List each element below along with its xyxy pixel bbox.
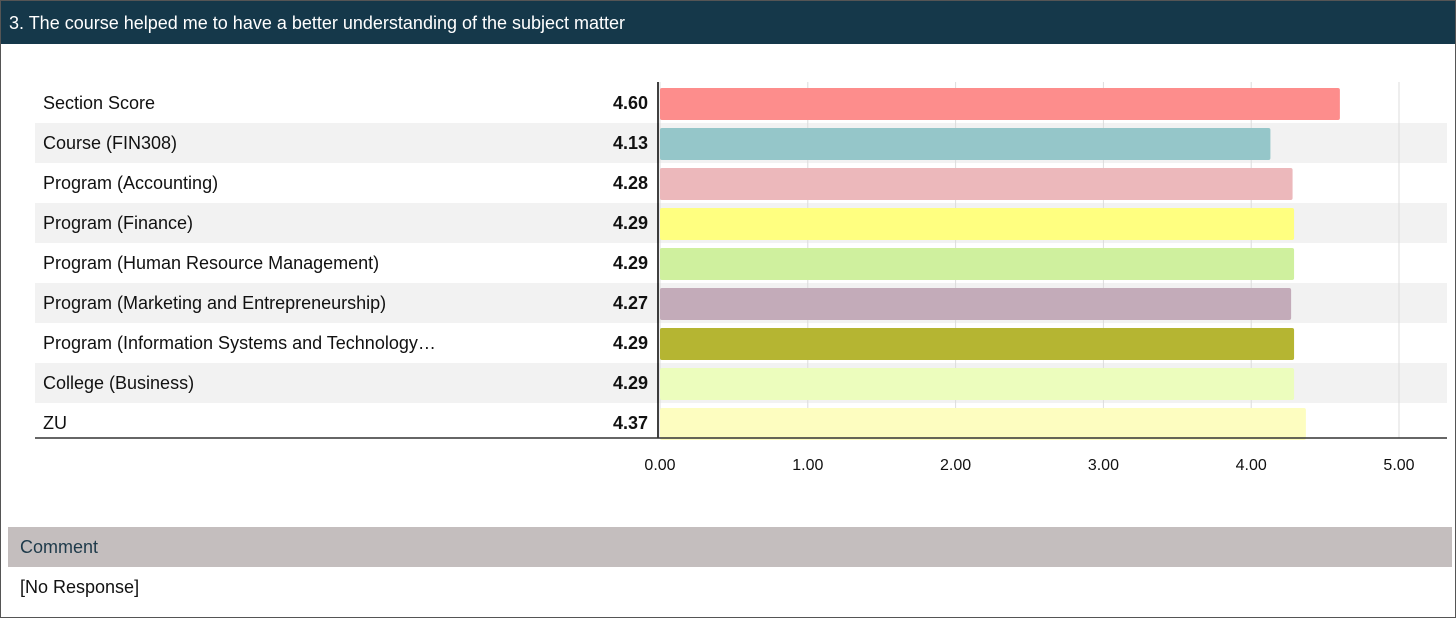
bar: [660, 328, 1295, 360]
value-label: 4.29: [613, 253, 648, 273]
category-label: ZU: [43, 413, 67, 433]
category-label: Program (Accounting): [43, 173, 218, 193]
x-tick-label: 5.00: [1383, 457, 1414, 474]
comment-label: Comment: [20, 537, 98, 557]
category-label: College (Business): [43, 373, 194, 393]
x-tick-label: 1.00: [792, 457, 823, 474]
x-tick-label: 2.00: [940, 457, 971, 474]
comment-bar: [8, 527, 1452, 567]
bar: [660, 88, 1340, 120]
x-tick-label: 4.00: [1236, 457, 1267, 474]
category-label: Course (FIN308): [43, 133, 177, 153]
bar: [660, 168, 1293, 200]
category-label: Program (Marketing and Entrepreneurship): [43, 293, 386, 313]
bar: [660, 368, 1295, 400]
value-label: 4.13: [613, 133, 648, 153]
value-label: 4.27: [613, 293, 648, 313]
bar: [660, 408, 1306, 440]
bar: [660, 128, 1271, 160]
bar: [660, 288, 1292, 320]
category-label: Program (Human Resource Management): [43, 253, 379, 273]
chart: 0.00 1.00 2.00 3.00 4.00 5.00 Section Score 4.6…: [35, 82, 1447, 474]
header-title: 3. The course helped me to have a better…: [9, 13, 625, 33]
x-tick-label: 3.00: [1088, 457, 1119, 474]
value-label: 4.29: [613, 373, 648, 393]
value-label: 4.29: [613, 213, 648, 233]
value-label: 4.28: [613, 173, 648, 193]
bar: [660, 208, 1295, 240]
category-label: Section Score: [43, 93, 155, 113]
value-label: 4.60: [613, 93, 648, 113]
bar: [660, 248, 1295, 280]
value-label: 4.29: [613, 333, 648, 353]
category-label: Program (Finance): [43, 213, 193, 233]
value-label: 4.37: [613, 413, 648, 433]
category-label: Program (Information Systems and Technol…: [43, 333, 436, 353]
comment-text: [No Response]: [20, 577, 139, 597]
x-tick-label: 0.00: [644, 457, 675, 474]
header-bar: [1, 1, 1455, 44]
